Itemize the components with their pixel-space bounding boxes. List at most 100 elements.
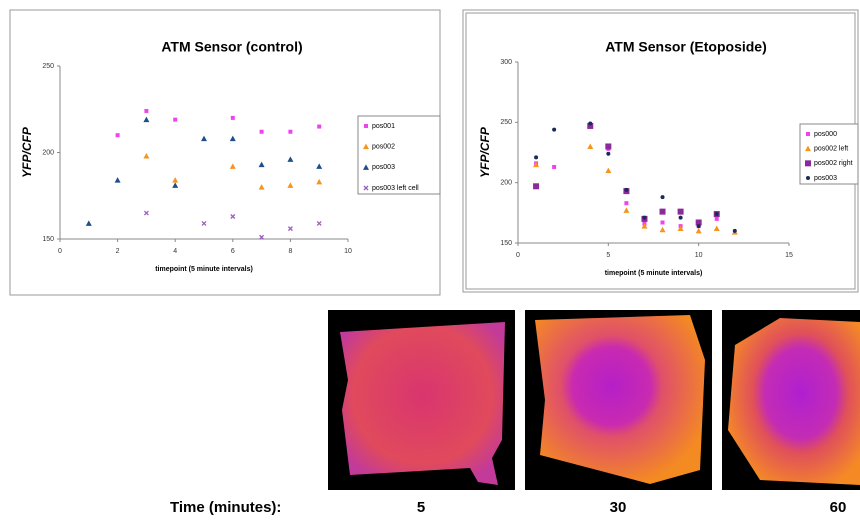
point xyxy=(588,121,593,126)
y-tick-label: 200 xyxy=(500,180,512,187)
x-tick-label: 15 xyxy=(785,252,793,259)
point xyxy=(288,129,293,134)
legend-label: pos003 xyxy=(814,175,837,182)
legend-marker xyxy=(363,143,369,150)
legend-marker xyxy=(805,160,811,167)
point xyxy=(85,220,92,226)
point xyxy=(287,182,294,188)
time-value: 30 xyxy=(610,499,627,516)
point xyxy=(115,133,120,138)
legend-label: pos001 xyxy=(372,123,395,130)
x-tick-label: 0 xyxy=(58,248,62,255)
point xyxy=(624,201,629,206)
point xyxy=(696,224,701,229)
point xyxy=(641,223,648,229)
point xyxy=(552,164,557,169)
point xyxy=(173,117,178,122)
point xyxy=(258,161,265,168)
x-tick-label: 6 xyxy=(231,248,235,255)
point xyxy=(201,135,207,142)
x-tick-label: 2 xyxy=(116,248,120,255)
y-axis-label: YFP/CFP xyxy=(20,126,34,178)
y-tick-label: 150 xyxy=(42,236,54,243)
point xyxy=(143,116,150,123)
x-axis-label: timepoint (5 minute intervals) xyxy=(605,270,703,277)
point xyxy=(230,115,235,120)
point xyxy=(316,220,322,226)
point xyxy=(660,220,665,225)
point xyxy=(587,122,594,129)
x-tick-label: 4 xyxy=(173,248,177,255)
point xyxy=(552,127,557,132)
point xyxy=(316,163,323,169)
x-tick-label: 5 xyxy=(606,252,610,259)
point xyxy=(695,227,702,234)
point xyxy=(317,124,322,129)
x-tick-label: 0 xyxy=(516,252,520,259)
point xyxy=(258,184,265,190)
point xyxy=(229,163,236,169)
cell xyxy=(535,315,705,484)
point xyxy=(144,108,149,113)
y-axis-label: YFP/CFP xyxy=(478,126,492,178)
y-tick-label: 200 xyxy=(42,149,54,156)
legend-marker xyxy=(363,185,369,191)
point xyxy=(714,212,719,217)
point xyxy=(624,187,629,192)
cell xyxy=(340,322,505,485)
point xyxy=(259,234,265,240)
point xyxy=(606,151,611,156)
point xyxy=(143,152,150,159)
point xyxy=(642,215,647,220)
point xyxy=(259,129,264,134)
legend-label: pos003 left cell xyxy=(372,185,419,192)
chart-title: ATM Sensor (Etoposide) xyxy=(605,39,767,55)
legend-marker xyxy=(806,132,810,136)
point xyxy=(316,178,323,185)
legend-label: pos002 left xyxy=(814,146,848,153)
point xyxy=(230,214,236,219)
point xyxy=(534,155,539,160)
x-tick-label: 10 xyxy=(695,252,703,259)
point xyxy=(732,228,737,233)
point xyxy=(201,220,207,226)
legend-label: pos002 xyxy=(372,144,395,151)
point xyxy=(659,208,666,215)
legend-marker xyxy=(805,145,811,152)
point xyxy=(623,207,630,213)
legend-marker xyxy=(364,124,368,128)
point xyxy=(143,210,149,216)
y-tick-label: 300 xyxy=(500,59,512,66)
point xyxy=(172,177,179,183)
point xyxy=(605,143,612,150)
point xyxy=(587,143,594,149)
x-axis-label: timepoint (5 minute intervals) xyxy=(155,266,253,273)
y-tick-label: 250 xyxy=(500,119,512,126)
y-tick-label: 250 xyxy=(42,63,54,70)
point xyxy=(172,182,179,188)
legend-label: pos002 right xyxy=(814,160,853,167)
point xyxy=(660,195,665,200)
legend-marker xyxy=(806,176,810,180)
time-value: 60 xyxy=(830,499,847,516)
cell xyxy=(728,318,860,485)
legend-label: pos003 xyxy=(372,164,395,171)
point xyxy=(677,208,684,215)
point xyxy=(229,135,236,142)
y-tick-label: 150 xyxy=(500,240,512,247)
point xyxy=(714,216,719,221)
legend-marker xyxy=(363,164,369,170)
time-label: Time (minutes): xyxy=(170,499,281,516)
legend-box xyxy=(357,115,441,195)
time-value: 5 xyxy=(417,499,425,516)
point xyxy=(659,226,666,233)
point xyxy=(533,161,540,168)
point xyxy=(695,219,702,226)
chart-title: ATM Sensor (control) xyxy=(161,39,302,55)
point xyxy=(533,183,540,190)
point xyxy=(287,156,294,162)
point xyxy=(713,225,720,232)
legend-label: pos000 xyxy=(814,131,837,138)
point xyxy=(677,225,684,232)
